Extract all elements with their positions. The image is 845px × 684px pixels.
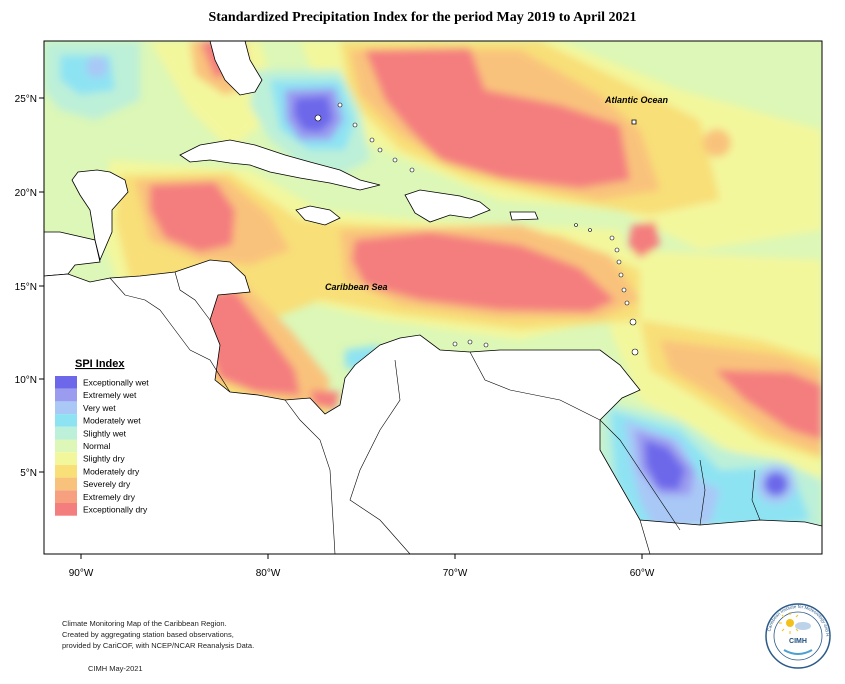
exceptionally-dry-honduras [205, 290, 300, 395]
legend-label: Slightly dry [83, 454, 125, 464]
atlantic-ocean-label: Atlantic Ocean [604, 95, 669, 105]
legend-label: Severely dry [83, 479, 131, 489]
exceptionally-dry-central [352, 232, 615, 312]
hispaniola [404, 189, 491, 223]
land [44, 41, 822, 554]
footer-line: Climate Monitoring Map of the Caribbean … [62, 619, 227, 628]
axis-ticks [39, 97, 643, 559]
footer-line: Created by aggregating station based obs… [62, 630, 234, 639]
very-wet-gulf [86, 56, 108, 78]
legend-swatch [55, 464, 77, 478]
puerto-rico [509, 211, 539, 221]
logo-text: CIMH [789, 638, 807, 645]
legend-label: Very wet [83, 403, 116, 413]
legend-label: Extremely wet [83, 390, 137, 400]
exceptionally-dry-north [365, 48, 630, 188]
legend-label: Slightly wet [83, 428, 127, 438]
legend-swatch [55, 503, 77, 516]
yucatan [71, 169, 129, 262]
caribbean-sea-label: Caribbean Sea [325, 282, 388, 292]
footer-credit: CIMH May-2021 [88, 664, 143, 673]
legend-swatch [55, 490, 77, 503]
legend-swatch [55, 414, 77, 427]
map-title: Standardized Precipitation Index for the… [208, 10, 637, 25]
legend-swatch [55, 439, 77, 453]
cloud-icon [795, 622, 811, 630]
cuba [179, 139, 381, 191]
exceptionally-dry-antilles [628, 222, 660, 258]
legend-swatch [55, 426, 77, 440]
lon-tick-label: 90°W [69, 568, 94, 579]
lon-tick-label: 60°W [630, 568, 655, 579]
small-islands [314, 102, 639, 356]
legend-label: Extremely dry [83, 492, 136, 502]
legend-swatch [55, 376, 77, 389]
severely-dry-east [660, 340, 822, 455]
legend-label: Moderately wet [83, 416, 141, 426]
bermuda [631, 119, 637, 125]
legend-label: Moderately dry [83, 466, 140, 476]
legend-title: SPI Index [75, 358, 125, 370]
exceptionally-dry-panama [310, 390, 340, 410]
legend-label: Normal [83, 441, 111, 451]
legend-label: Exceptionally wet [83, 378, 149, 388]
lon-tick-label: 70°W [443, 568, 468, 579]
lat-tick-label: 25°N [15, 94, 37, 105]
country-borders [109, 271, 761, 554]
lat-tick-label: 5°N [20, 468, 37, 479]
lon-tick-label: 80°W [256, 568, 281, 579]
map-frame [43, 40, 823, 555]
footer-line: provided by CariCOF, with NCEP/NCAR Rean… [62, 641, 255, 650]
legend: SPI Index Exceptionally wet Extremely wet… [50, 352, 160, 524]
jamaica [295, 205, 341, 226]
exceptionally-dry-east [715, 370, 822, 440]
legend-label: Exceptionally dry [83, 505, 148, 515]
legend-swatch [55, 388, 77, 402]
florida [209, 41, 263, 96]
exceptionally-wet-fguiana [764, 472, 788, 496]
legend-swatch [55, 477, 77, 491]
exceptionally-dry-west [150, 182, 235, 252]
exceptionally-wet-bahamas [294, 96, 333, 132]
footer-notes: Climate Monitoring Map of the Caribbean … [62, 618, 292, 651]
legend-swatch [55, 401, 77, 415]
lat-tick-label: 20°N [15, 188, 37, 199]
dry-cell-atlantic [703, 129, 731, 157]
legend-swatch [55, 452, 77, 465]
central-south-america [44, 259, 822, 554]
lat-tick-label: 10°N [15, 375, 37, 386]
exceptionally-wet-guyana [645, 440, 685, 490]
lat-tick-label: 15°N [15, 282, 37, 293]
